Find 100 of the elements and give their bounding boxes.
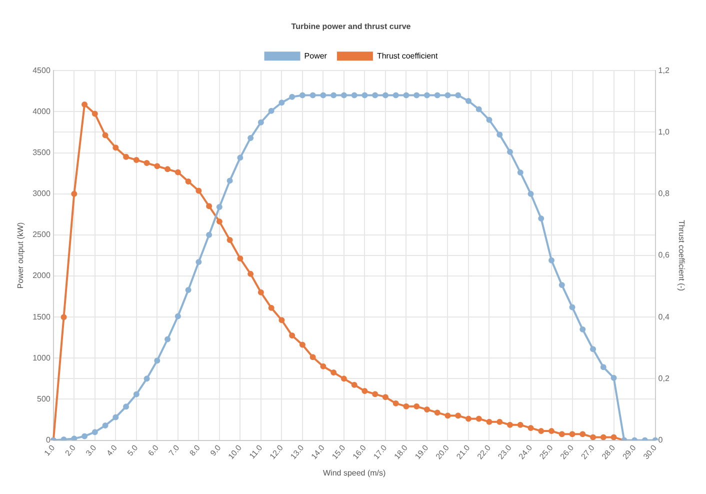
point (206, 203, 212, 210)
point (372, 92, 378, 98)
point (600, 364, 606, 370)
point (112, 414, 119, 420)
point (403, 403, 410, 410)
point (538, 215, 544, 222)
point (548, 257, 555, 264)
point (569, 304, 576, 310)
point (444, 412, 451, 419)
point (174, 313, 181, 320)
point (330, 370, 337, 376)
point (434, 410, 440, 416)
point (154, 163, 160, 170)
x-tick-label: 5.0 (126, 442, 140, 458)
point (278, 317, 285, 324)
y2-tick-label: 0,2 (658, 374, 670, 383)
point (174, 169, 181, 176)
point (610, 374, 617, 381)
point (424, 406, 430, 412)
y-tick-label: 3500 (32, 148, 51, 157)
point (144, 160, 150, 166)
point (71, 190, 78, 197)
y-tick-label: 500 (37, 394, 51, 404)
point (538, 428, 544, 434)
point (206, 232, 212, 238)
point (164, 166, 171, 172)
point (82, 433, 88, 440)
point (496, 132, 503, 138)
point (528, 190, 534, 197)
point (496, 418, 503, 425)
y2-tick-label: 0,6 (658, 250, 670, 260)
point (455, 92, 462, 98)
point (310, 92, 316, 98)
y2-tick-label: 1,0 (658, 127, 670, 136)
point (382, 394, 388, 400)
point (340, 92, 347, 98)
point (580, 326, 586, 332)
point (517, 422, 524, 428)
point (196, 259, 202, 266)
point (92, 110, 98, 117)
point (154, 358, 160, 364)
legend-label: Power (304, 51, 328, 60)
point (392, 92, 399, 98)
point (133, 156, 140, 163)
y-axis-title: Power output (kW) (16, 222, 26, 289)
point (600, 434, 606, 440)
point (278, 100, 285, 106)
point (382, 92, 388, 98)
point (216, 204, 222, 210)
point (268, 108, 274, 114)
x-axis-title: Wind speed (m/s) (322, 468, 386, 478)
x-tick-label: 2.0 (63, 442, 78, 458)
point (299, 342, 306, 348)
point (414, 403, 420, 410)
point (237, 256, 244, 262)
x-tick-label: 7.0 (167, 442, 182, 458)
point (133, 391, 140, 398)
point (330, 92, 337, 98)
legend-label: Thrust coefficient (376, 51, 438, 60)
point (320, 92, 326, 98)
point (434, 92, 440, 98)
x-tick-label: 9.0 (208, 442, 224, 458)
point (506, 422, 513, 428)
point (528, 424, 534, 431)
y2-tick-label: 0 (658, 436, 664, 445)
point (102, 132, 108, 138)
y-tick-label: 4500 (32, 66, 51, 75)
x-tick-label: 1.0 (42, 442, 57, 458)
point (196, 188, 202, 194)
point (82, 101, 88, 108)
point (320, 363, 326, 370)
y-tick-label: 1000 (32, 353, 51, 362)
point (60, 314, 67, 320)
point (226, 237, 233, 244)
point (372, 391, 378, 398)
point (506, 148, 513, 155)
point (289, 332, 296, 339)
point (590, 346, 596, 352)
point (517, 169, 524, 176)
point (71, 436, 78, 440)
point (548, 428, 555, 434)
point (185, 286, 192, 293)
point (455, 412, 462, 419)
point (590, 434, 596, 440)
y-tick-label: 3000 (32, 189, 51, 198)
y2-axis-title: Thrust coefficient (-) (676, 220, 686, 292)
point (362, 388, 368, 394)
point (237, 154, 244, 161)
point (144, 376, 150, 382)
x-tick-label: 6.0 (146, 442, 161, 458)
point (392, 400, 399, 406)
point (465, 98, 472, 104)
point (258, 289, 264, 296)
point (558, 282, 565, 288)
point (414, 92, 420, 98)
point (476, 106, 482, 112)
point (164, 336, 171, 342)
point (569, 431, 576, 438)
point (123, 154, 130, 160)
point (299, 92, 306, 98)
